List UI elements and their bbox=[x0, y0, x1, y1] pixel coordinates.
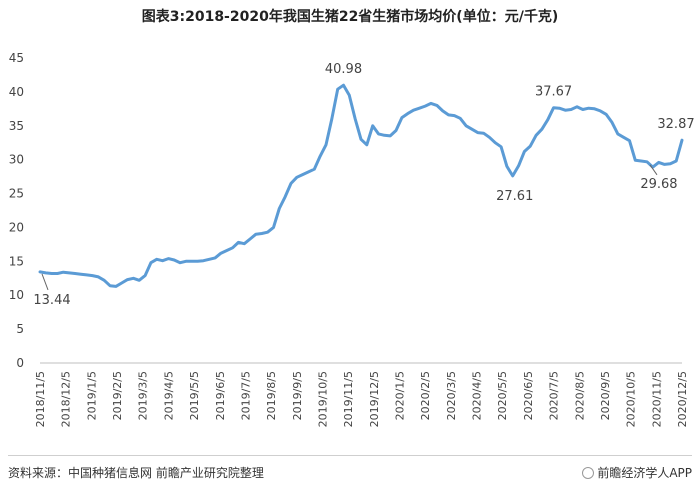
y-tick-label: 15 bbox=[9, 254, 24, 268]
data-label: 29.68 bbox=[640, 177, 677, 192]
x-tick-label: 2019/11/5 bbox=[342, 371, 355, 427]
x-tick-label: 2019/9/5 bbox=[291, 371, 304, 420]
x-tick-label: 2020/1/5 bbox=[394, 371, 407, 420]
x-tick-label: 2019/10/5 bbox=[316, 371, 329, 427]
brand-logo-icon bbox=[582, 467, 595, 479]
data-label: 40.98 bbox=[325, 62, 362, 77]
x-tick-label: 2018/12/5 bbox=[60, 371, 73, 427]
x-tick-label: 2019/8/5 bbox=[265, 371, 278, 420]
series-line bbox=[38, 83, 684, 288]
x-tick-label: 2019/7/5 bbox=[239, 371, 252, 420]
y-tick-label: 20 bbox=[9, 220, 24, 234]
series-layer bbox=[38, 83, 684, 288]
x-tick-label: 2020/6/5 bbox=[522, 371, 535, 420]
x-tick-label: 2019/3/5 bbox=[137, 371, 150, 420]
y-tick-label: 0 bbox=[16, 356, 24, 370]
x-tick-label: 2018/11/5 bbox=[34, 371, 47, 427]
annotations-layer: 13.44 40.98 27.61 37.67 29.68 32.87 bbox=[33, 62, 694, 308]
x-tick-label: 2019/5/5 bbox=[188, 371, 201, 420]
x-axis: 2018/11/5 2018/12/5 2019/1/5 2019/2/5 2019/3… bbox=[34, 362, 689, 427]
y-tick-label: 5 bbox=[16, 322, 24, 336]
data-label: 37.67 bbox=[535, 85, 572, 100]
y-tick-label: 30 bbox=[9, 153, 24, 167]
y-tick-label: 40 bbox=[9, 85, 24, 99]
annotation-leader bbox=[649, 164, 658, 176]
y-axis: 0 5 10 15 20 25 30 35 40 45 bbox=[9, 51, 24, 370]
annotation-leader bbox=[41, 273, 49, 291]
x-tick-label: 2020/12/5 bbox=[676, 371, 689, 427]
data-label: 27.61 bbox=[496, 189, 533, 204]
brand-credit: 前瞻经济学人APP bbox=[582, 464, 692, 481]
x-tick-label: 2019/1/5 bbox=[85, 371, 98, 420]
x-tick-label: 2019/12/5 bbox=[368, 371, 381, 427]
x-tick-label: 2019/4/5 bbox=[162, 371, 175, 420]
y-tick-label: 10 bbox=[9, 288, 24, 302]
x-tick-label: 2020/10/5 bbox=[625, 371, 638, 427]
y-tick-label: 25 bbox=[9, 187, 24, 201]
x-tick-label: 2020/11/5 bbox=[650, 371, 663, 427]
x-tick-label: 2020/4/5 bbox=[471, 371, 484, 420]
footer-divider bbox=[8, 455, 692, 456]
x-tick-label: 2019/2/5 bbox=[111, 371, 124, 420]
data-label: 13.44 bbox=[33, 293, 70, 308]
x-tick-label: 2020/3/5 bbox=[445, 371, 458, 420]
x-tick-label: 2020/9/5 bbox=[599, 371, 612, 420]
data-label: 32.87 bbox=[657, 117, 694, 132]
x-tick-label: 2020/2/5 bbox=[419, 371, 432, 420]
brand-label: 前瞻经济学人APP bbox=[597, 466, 692, 480]
x-tick-label: 2020/8/5 bbox=[573, 371, 586, 420]
y-tick-label: 45 bbox=[9, 51, 24, 65]
y-tick-label: 35 bbox=[9, 119, 24, 133]
x-tick-label: 2019/6/5 bbox=[214, 371, 227, 420]
x-tick-label: 2020/5/5 bbox=[496, 371, 509, 420]
footer: 资料来源：中国种猪信息网 前瞻产业研究院整理 前瞻经济学人APP bbox=[0, 455, 700, 487]
chart-title: 图表3:2018-2020年我国生猪22省生猪市场均价(单位：元/千克) bbox=[141, 9, 559, 25]
source-note: 资料来源：中国种猪信息网 前瞻产业研究院整理 bbox=[8, 466, 264, 480]
x-tick-label: 2020/7/5 bbox=[548, 371, 561, 420]
